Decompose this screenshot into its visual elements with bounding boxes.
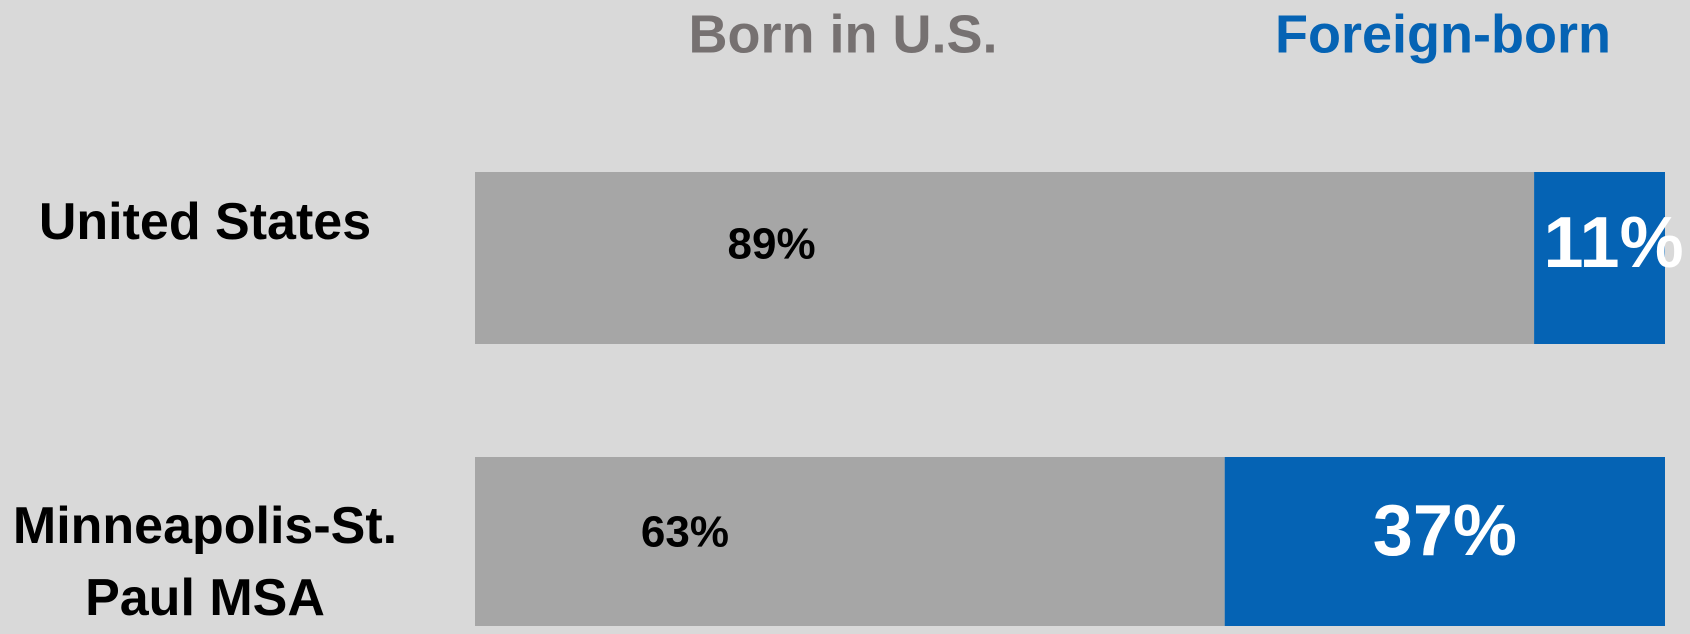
category-label: United States <box>38 193 372 251</box>
data-label: 11% <box>1543 203 1683 283</box>
bar-segment <box>1224 457 1665 626</box>
data-label: 63% <box>641 508 729 557</box>
legend-label: Born in U.S. <box>689 4 998 64</box>
category-label: Minneapolis-St. Paul MSA <box>12 496 398 627</box>
data-label: 37% <box>1373 491 1517 571</box>
data-label: 89% <box>728 220 816 269</box>
legend-label: Foreign-born <box>1275 4 1611 64</box>
bar-segment <box>1534 172 1665 344</box>
bar-segment <box>475 457 1225 626</box>
bar-segment <box>475 172 1535 344</box>
